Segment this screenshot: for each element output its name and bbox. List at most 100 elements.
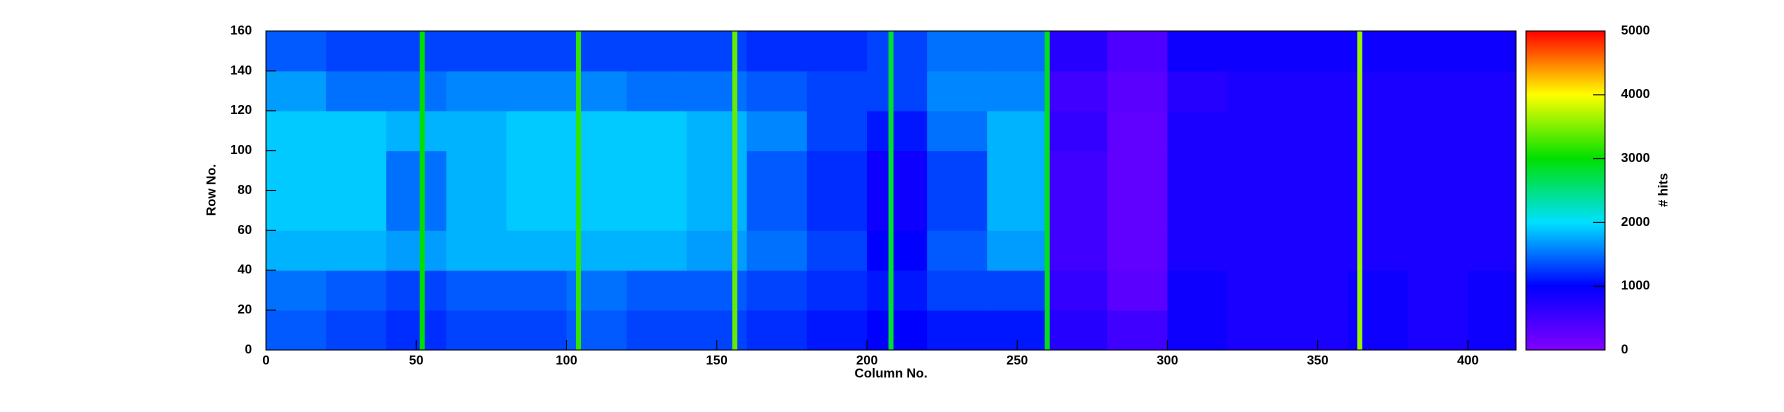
heatmap-cell	[446, 150, 507, 191]
heatmap-cell	[566, 31, 628, 72]
heatmap-cell	[806, 190, 868, 231]
heatmap-cell	[1347, 70, 1409, 112]
heatmap-cell	[1107, 110, 1168, 152]
heatmap-cell	[1107, 270, 1168, 311]
heatmap-cell	[626, 70, 688, 112]
colorbar-tick-label: 5000	[1621, 22, 1650, 37]
heatmap-cell	[326, 70, 387, 112]
heatmap-cell	[1107, 31, 1168, 72]
hot-column	[419, 31, 425, 350]
heatmap-cell	[1107, 190, 1168, 231]
heatmap-cell	[1467, 31, 1517, 72]
heatmap-cell	[746, 150, 808, 191]
heatmap-cell	[866, 70, 928, 112]
heatmap-cell	[626, 110, 688, 152]
heatmap-cell	[1287, 230, 1349, 271]
heatmap-cell	[446, 230, 507, 271]
heatmap-cell	[266, 270, 327, 311]
colorbar-tick-label: 4000	[1621, 86, 1650, 101]
heatmap-cell	[626, 230, 688, 271]
heatmap-cell	[1047, 190, 1108, 231]
colorbar	[1525, 30, 1606, 351]
heatmap-cell	[1227, 310, 1289, 351]
heatmap-cell	[266, 150, 327, 191]
heatmap-cell	[927, 190, 988, 231]
heatmap-cell	[1407, 150, 1469, 191]
heatmap-cell	[1407, 190, 1469, 231]
heatmap-cell	[446, 70, 507, 112]
x-tick-label: 250	[1006, 352, 1028, 367]
heatmap-cell	[1047, 70, 1108, 112]
heatmap-cell	[1287, 70, 1349, 112]
heatmap-cell	[1287, 190, 1349, 231]
heatmap-cell	[1467, 110, 1517, 152]
heatmap-cell	[326, 310, 387, 351]
heatmap-cell	[1227, 230, 1289, 271]
x-tick-label: 350	[1307, 352, 1329, 367]
heatmap-cell	[446, 190, 507, 231]
heatmap-cell	[866, 270, 928, 311]
heatmap-cell	[987, 230, 1048, 271]
heatmap-cell	[686, 110, 748, 152]
heatmap-cell	[866, 110, 928, 152]
heatmap-cell	[1107, 230, 1168, 271]
heatmap-cell	[1167, 70, 1229, 112]
y-tick-label: 80	[238, 182, 252, 197]
heatmap-cell	[1407, 310, 1469, 351]
y-axis-title: Row No.	[203, 164, 218, 216]
y-tick-label: 20	[238, 302, 252, 317]
heatmap-cell	[1467, 310, 1517, 351]
heatmap-cell	[1407, 110, 1469, 152]
x-tick-label: 50	[409, 352, 423, 367]
heatmap-cell	[746, 230, 808, 271]
heatmap-cell	[1347, 270, 1409, 311]
heatmap-cell	[1167, 110, 1229, 152]
heatmap-cell	[686, 70, 748, 112]
heatmap-cell	[1467, 150, 1517, 191]
heatmap-cell	[806, 150, 868, 191]
heatmap-cell	[806, 230, 868, 271]
heatmap-cell	[1407, 270, 1469, 311]
heatmap-cell	[1047, 230, 1108, 271]
heatmap-cell	[866, 31, 928, 72]
heatmap-cell	[1407, 31, 1469, 72]
heatmap-cell	[987, 110, 1048, 152]
heatmap-cell	[686, 230, 748, 271]
heatmap-cell	[626, 150, 688, 191]
heatmap-cell	[1467, 230, 1517, 271]
heatmap-cell	[1167, 31, 1229, 72]
heatmap-cell	[266, 70, 327, 112]
heatmap-cell	[1467, 70, 1517, 112]
x-tick-label: 400	[1457, 352, 1479, 367]
heatmap-cell	[866, 310, 928, 351]
heatmap-cell	[506, 150, 567, 191]
heatmap-cell	[746, 310, 808, 351]
heatmap-cell	[566, 70, 628, 112]
hot-column	[1357, 31, 1363, 350]
heatmap-cell	[927, 270, 988, 311]
heatmap-cell	[1047, 31, 1108, 72]
heatmap-cell	[806, 110, 868, 152]
heatmap-cell	[386, 110, 447, 152]
heatmap-cell	[566, 150, 628, 191]
heatmap-cell	[626, 190, 688, 231]
heatmap-cell	[1287, 270, 1349, 311]
heatmap-cell	[446, 310, 507, 351]
heatmap-cell	[746, 110, 808, 152]
heatmap-cell	[446, 31, 507, 72]
heatmap-cell	[1347, 230, 1409, 271]
heatmap-cell	[506, 110, 567, 152]
x-tick-label: 100	[556, 352, 578, 367]
heatmap-cell	[326, 150, 387, 191]
heatmap-cell	[506, 270, 567, 311]
heatmap-cell	[566, 190, 628, 231]
heatmap-cell	[1227, 270, 1289, 311]
heatmap-cell	[566, 110, 628, 152]
heatmap-cell	[1107, 310, 1168, 351]
heatmap-cell	[266, 190, 327, 231]
heatmap-cell	[266, 310, 327, 351]
heatmap-cell	[927, 230, 988, 271]
x-tick-label: 150	[706, 352, 728, 367]
heatmap-cell	[746, 190, 808, 231]
